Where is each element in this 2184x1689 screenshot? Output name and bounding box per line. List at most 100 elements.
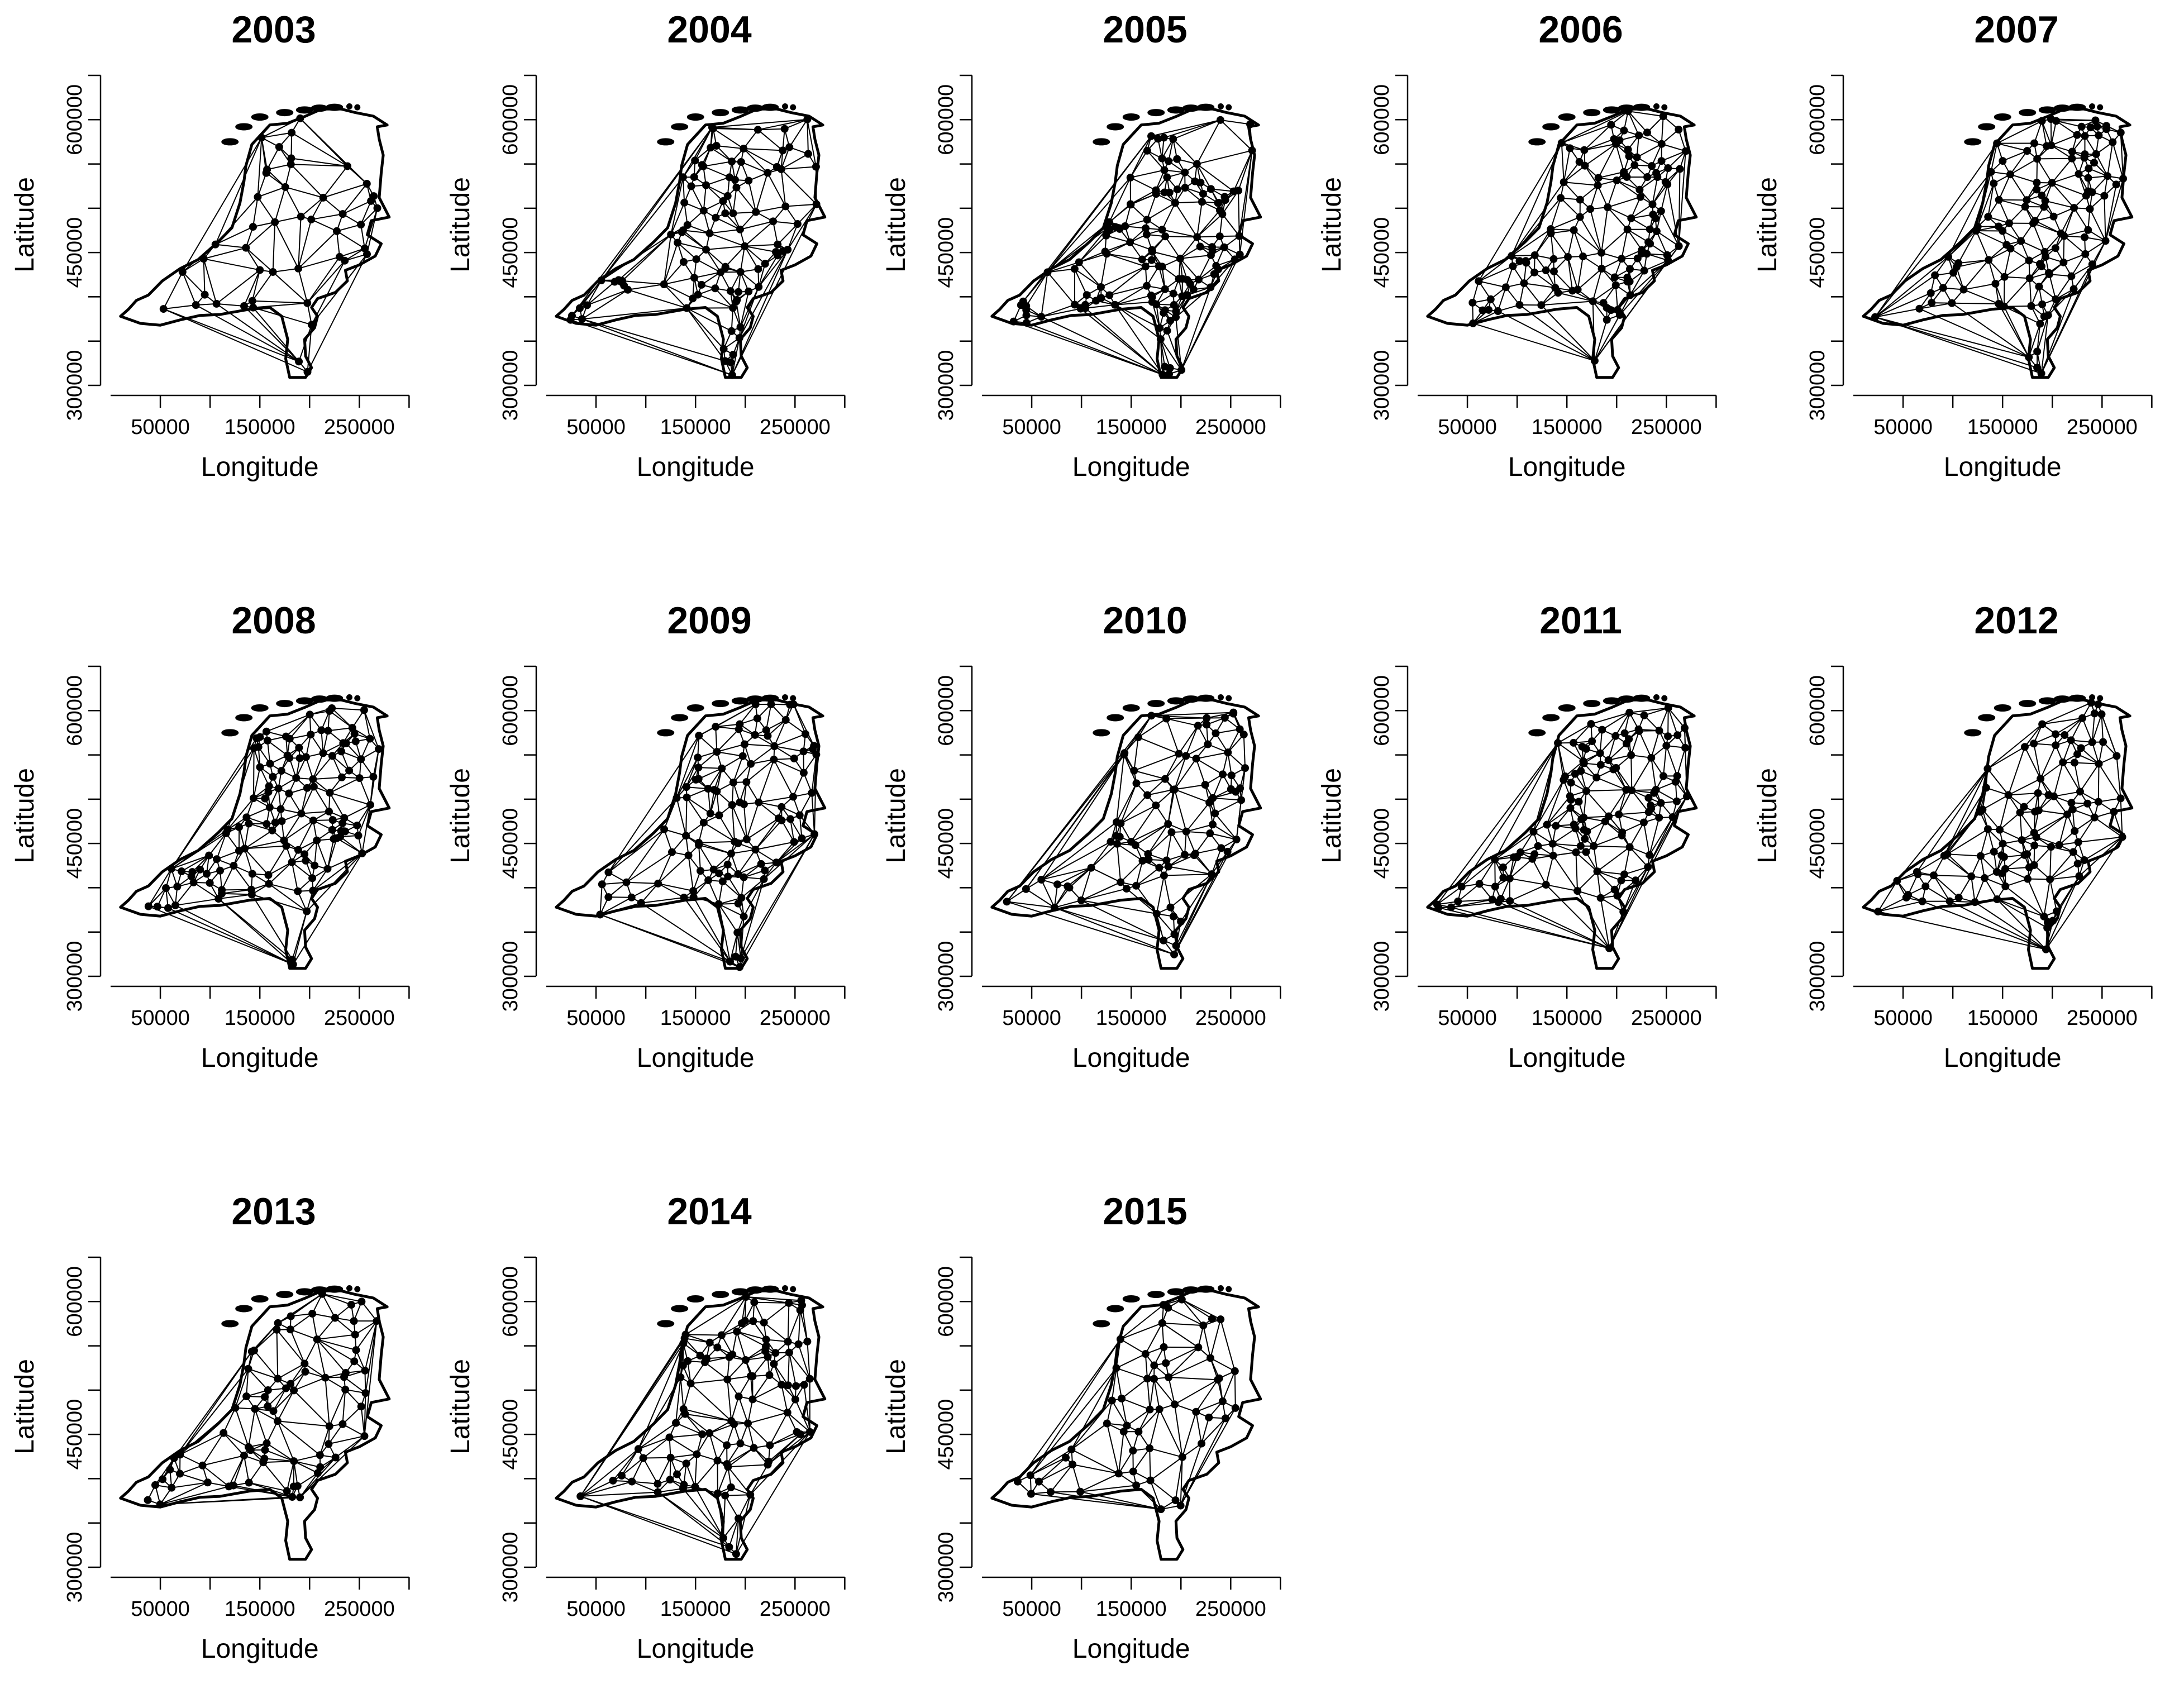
- station-point: [714, 900, 723, 908]
- network-edge: [698, 704, 756, 737]
- station-point: [2063, 810, 2071, 819]
- network-edge: [755, 841, 794, 851]
- network-edge: [1607, 180, 1618, 208]
- station-point: [2113, 752, 2121, 760]
- station-point: [351, 1330, 359, 1339]
- station-point: [719, 1534, 727, 1542]
- station-point: [729, 304, 737, 312]
- station-point: [1577, 815, 1586, 823]
- station-point: [1193, 233, 1201, 241]
- station-point: [156, 1500, 164, 1509]
- y-tick-label: 600000: [63, 84, 87, 155]
- station-point: [1995, 299, 2003, 308]
- network-edge: [293, 1461, 298, 1486]
- network-edge: [2033, 846, 2052, 866]
- station-point: [740, 740, 748, 748]
- station-point: [2090, 159, 2099, 167]
- station-point: [276, 805, 285, 813]
- station-point: [735, 1514, 743, 1523]
- station-point: [736, 268, 745, 276]
- station-point: [268, 826, 276, 834]
- network-edge: [360, 201, 372, 225]
- network-edge: [1651, 757, 1657, 790]
- network-edge: [1133, 737, 1139, 771]
- network-edge: [1661, 150, 1686, 162]
- network-edge: [327, 838, 337, 869]
- station-point: [808, 789, 816, 797]
- station-point: [2077, 122, 2086, 131]
- network-edge: [366, 208, 378, 255]
- network-edge: [2004, 305, 2032, 307]
- station-point: [1170, 930, 1179, 938]
- station-point: [771, 1349, 780, 1357]
- station-point: [713, 1457, 722, 1465]
- station-point: [1102, 231, 1110, 240]
- station-point: [683, 304, 691, 312]
- station-point: [1929, 871, 1938, 880]
- station-point: [676, 1373, 685, 1381]
- network-edge: [322, 1293, 352, 1305]
- y-axis-label: Latitude: [1753, 768, 1782, 863]
- network-edge: [1552, 843, 1576, 853]
- station-point: [721, 209, 729, 217]
- station-point: [1639, 818, 1648, 827]
- station-point: [2005, 219, 2013, 227]
- station-point: [1177, 366, 1186, 374]
- network-edge: [297, 1472, 318, 1487]
- network-edge: [676, 798, 687, 836]
- network-edge: [631, 1481, 659, 1493]
- station-point: [251, 1405, 259, 1413]
- network-edge: [686, 308, 726, 361]
- station-point: [287, 160, 295, 169]
- station-point: [211, 240, 220, 249]
- network-edge: [626, 881, 659, 884]
- network-edge: [1186, 824, 1213, 832]
- network-edge: [755, 849, 777, 863]
- station-point: [316, 1451, 324, 1459]
- network-edge: [1478, 265, 1513, 282]
- network-edge: [325, 1377, 330, 1426]
- station-point: [319, 193, 327, 202]
- station-point: [1998, 869, 2006, 877]
- station-point: [1590, 356, 1599, 365]
- station-point: [680, 198, 689, 207]
- network-edge: [741, 879, 765, 899]
- station-point: [654, 1488, 662, 1496]
- station-point: [1176, 254, 1184, 263]
- y-tick-label: 300000: [499, 350, 522, 421]
- station-point: [1134, 733, 1142, 742]
- station-point: [609, 1476, 617, 1485]
- network-edge: [2105, 184, 2117, 241]
- station-point: [1945, 897, 1954, 905]
- station-point: [2037, 775, 2045, 783]
- station-point: [596, 910, 604, 919]
- panel-title: 2006: [1538, 8, 1623, 51]
- station-point: [1494, 307, 1502, 316]
- station-point: [741, 242, 749, 250]
- station-point: [1588, 737, 1596, 746]
- station-point: [303, 299, 312, 307]
- network-edge: [698, 294, 733, 309]
- station-point: [338, 819, 347, 827]
- station-point: [744, 1419, 752, 1428]
- network-edge: [1437, 742, 1558, 905]
- network-edge: [1577, 890, 1601, 899]
- station-point: [2068, 147, 2076, 156]
- station-point: [323, 865, 332, 873]
- network-edge: [298, 256, 340, 269]
- station-point: [684, 851, 693, 860]
- network-edge: [301, 810, 330, 814]
- network-edge: [1181, 259, 1236, 370]
- station-point: [1549, 255, 1558, 263]
- station-point: [783, 1409, 791, 1417]
- network-edge: [709, 1433, 718, 1461]
- network-edge: [1943, 811, 1981, 856]
- network-edge: [2005, 854, 2025, 870]
- station-point: [321, 1373, 330, 1382]
- network-edge: [1196, 202, 1203, 237]
- network-edge: [1638, 731, 1652, 758]
- network-edge: [2120, 798, 2123, 837]
- station-point: [1447, 903, 1455, 912]
- network-edge: [2098, 764, 2121, 799]
